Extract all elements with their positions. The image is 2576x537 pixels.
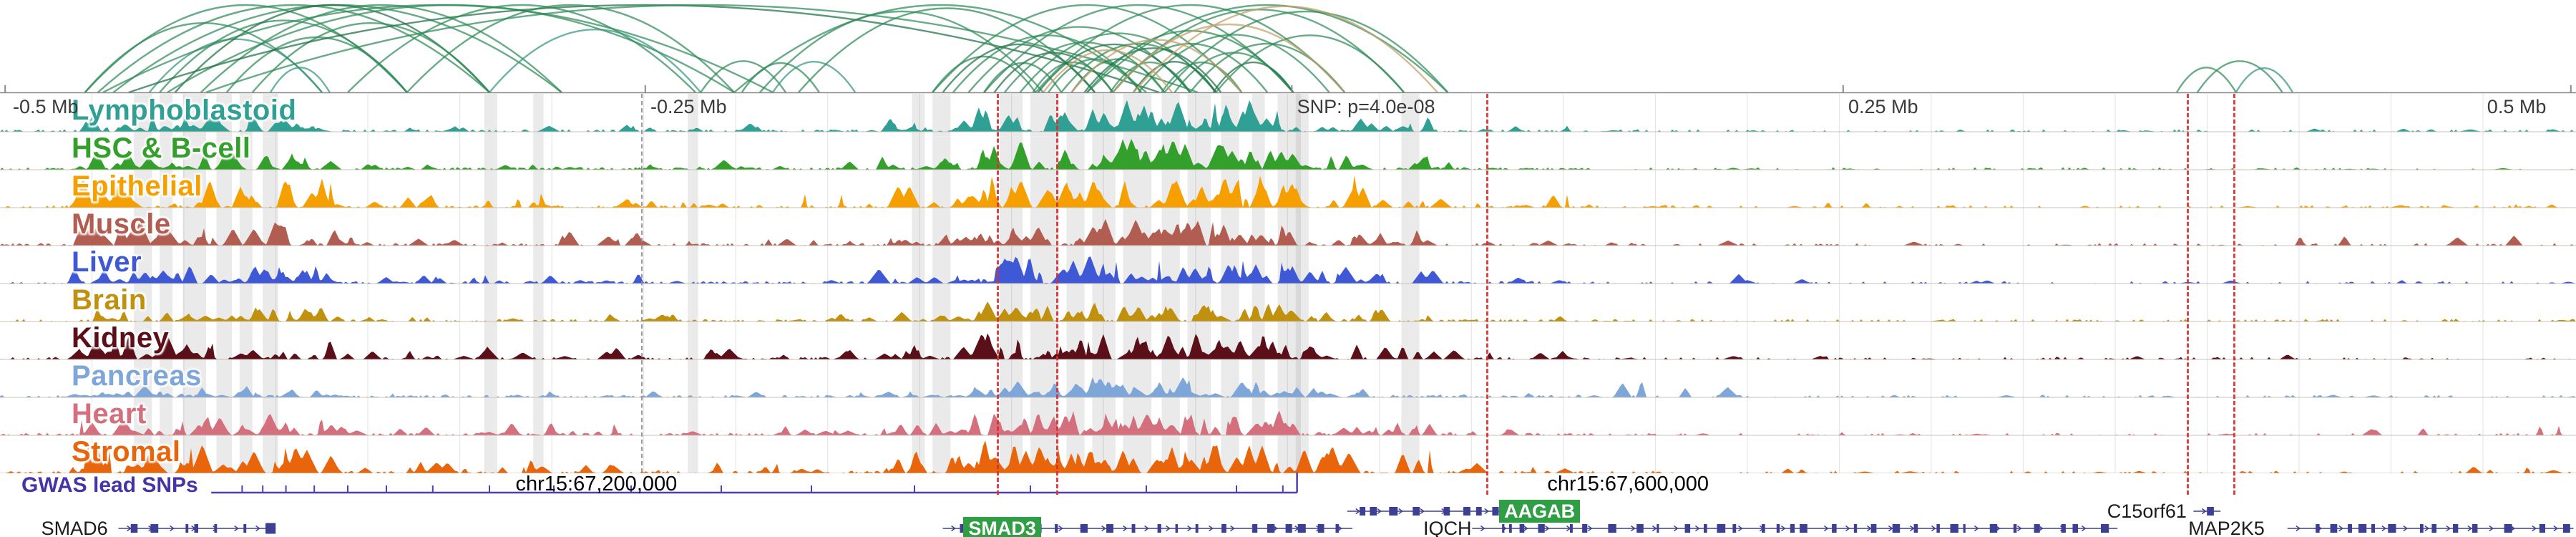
track-label-epithelial[interactable]: Epithelial: [72, 170, 203, 202]
scale-marker-line: [640, 94, 643, 473]
gene-label-smad3[interactable]: SMAD3: [963, 517, 1041, 537]
gene-label-smad6[interactable]: SMAD6: [41, 518, 108, 537]
interaction-arc: [983, 4, 1294, 93]
interaction-arc: [167, 4, 735, 94]
interaction-arc: [1043, 49, 1173, 93]
track-label-hsc-b-cell[interactable]: HSC & B-cell: [72, 132, 251, 164]
interaction-arc: [2235, 67, 2294, 93]
interaction-arc: [1163, 10, 1449, 93]
interaction-arc: [2196, 60, 2283, 93]
ruler-label: -0.5 Mb: [13, 96, 79, 117]
snp-marker-line: [1056, 94, 1058, 495]
track-label-liver[interactable]: Liver: [72, 246, 142, 278]
interaction-arc: [97, 4, 490, 93]
interaction-arc: [102, 4, 774, 94]
interaction-arc: [1070, 39, 1243, 93]
track-label-lymphoblastoid[interactable]: Lymphoblastoid: [72, 95, 297, 126]
signal-track-kidney: [0, 333, 2576, 359]
interaction-arc: [1212, 61, 1294, 93]
interaction-arc: [1112, 24, 1346, 93]
signal-track-hsc-b-cell: [0, 139, 2576, 170]
gene-c15orf61[interactable]: [2193, 507, 2221, 516]
interaction-arc: [148, 38, 323, 93]
snp-marker-line: [1486, 94, 1489, 495]
ruler-label: SNP: p=4.0e-08: [1297, 96, 1435, 117]
interaction-arc: [1109, 61, 1191, 93]
interaction-arc: [1138, 34, 1330, 93]
gwas-lead-snps-track: [211, 473, 1298, 494]
gene-iqch[interactable]: [1472, 524, 2118, 533]
track-label-kidney[interactable]: Kidney: [72, 322, 170, 354]
gene-label-c15orf61[interactable]: C15orf61: [2107, 500, 2187, 522]
ruler-label: 0.5 Mb: [2487, 96, 2547, 117]
interaction-arc: [347, 4, 696, 93]
signal-tracks-panel: [0, 94, 2576, 473]
interaction-arc: [932, 56, 1037, 93]
interaction-arcs-panel: [0, 4, 2576, 94]
ruler-label: 0.25 Mb: [1848, 96, 1918, 117]
interaction-arc: [1083, 47, 1222, 93]
snp-marker-line: [2233, 94, 2236, 495]
interaction-arc: [1086, 4, 1449, 93]
interaction-arc: [772, 61, 857, 93]
signal-track-epithelial: [0, 175, 2576, 208]
gene-smad6[interactable]: [118, 523, 276, 534]
interaction-arc: [406, 4, 735, 93]
track-label-stromal[interactable]: Stromal: [72, 436, 181, 468]
interaction-arc: [2175, 67, 2237, 93]
interaction-arc: [251, 22, 490, 93]
track-label-muscle[interactable]: Muscle: [72, 208, 171, 240]
interaction-arc: [759, 10, 1044, 93]
interaction-arc: [1133, 61, 1217, 93]
gene-label-aagab[interactable]: AAGAB: [1499, 500, 1581, 523]
gene-map2k5[interactable]: [2287, 524, 2574, 533]
interaction-arc: [700, 60, 786, 93]
interaction-arc: [1161, 61, 1243, 93]
signal-track-heart: [0, 410, 2576, 435]
signal-track-stromal: [0, 440, 2576, 473]
signal-track-pancreas: [0, 377, 2576, 397]
gene-label-map2k5[interactable]: MAP2K5: [2188, 518, 2265, 537]
interaction-arc: [932, 4, 1243, 93]
signal-track-brain: [0, 301, 2576, 321]
coordinate-label: chr15:67,600,000: [1547, 473, 1709, 495]
interaction-arc: [225, 37, 408, 93]
gwas-lead-snps-label[interactable]: GWAS lead SNPs: [21, 473, 198, 497]
coordinate-label: chr15:67,200,000: [515, 473, 678, 495]
interaction-arc: [1133, 5, 1438, 93]
snp-marker-line: [2187, 94, 2190, 495]
interaction-arc: [798, 7, 1096, 93]
signal-track-lymphoblastoid: [0, 100, 2576, 132]
signal-track-muscle: [0, 218, 2576, 246]
interaction-arc: [200, 4, 562, 93]
signal-track-liver: [0, 256, 2576, 284]
interaction-arc: [942, 43, 1096, 93]
track-label-pancreas[interactable]: Pancreas: [72, 360, 202, 392]
track-label-brain[interactable]: Brain: [72, 284, 147, 316]
interaction-arc: [128, 4, 1160, 94]
interaction-arc: [489, 29, 702, 93]
ruler-label: -0.25 Mb: [650, 96, 727, 117]
snp-marker-line: [997, 94, 1000, 495]
gene-label-iqch[interactable]: IQCH: [1423, 518, 1472, 537]
interaction-arc: [269, 67, 331, 93]
gene-aagab[interactable]: [1347, 507, 1502, 516]
track-label-heart[interactable]: Heart: [72, 398, 147, 430]
